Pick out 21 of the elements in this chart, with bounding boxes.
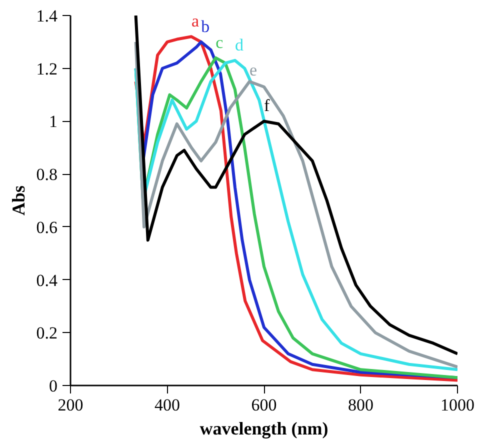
y-tick-label: 0.6	[36, 218, 58, 237]
y-tick-label: 0	[49, 376, 58, 396]
y-tick-label: 0.2	[36, 324, 58, 343]
y-tick-label: 1.2	[36, 59, 58, 78]
series-label: c	[216, 32, 224, 52]
series-label: e	[249, 60, 258, 80]
series-label: d	[234, 35, 244, 54]
x-axis-title: wavelength (nm)	[200, 418, 328, 438]
series-label: a	[191, 12, 200, 31]
series-label: f	[264, 96, 270, 116]
y-tick-label: 0.4	[36, 270, 58, 290]
y-tick-label: 0.8	[36, 165, 58, 184]
x-tick-label: 600	[251, 396, 277, 414]
x-tick-label: 800	[348, 396, 374, 414]
y-tick-label: 1.4	[36, 6, 58, 26]
x-tick-label: 1000	[440, 396, 474, 414]
y-axis-title: Abs	[8, 185, 28, 216]
series-label: b	[201, 16, 210, 36]
y-tick-label: 1	[49, 112, 58, 132]
x-tick-label: 400	[154, 396, 180, 414]
x-tick-label: 200	[58, 396, 84, 414]
